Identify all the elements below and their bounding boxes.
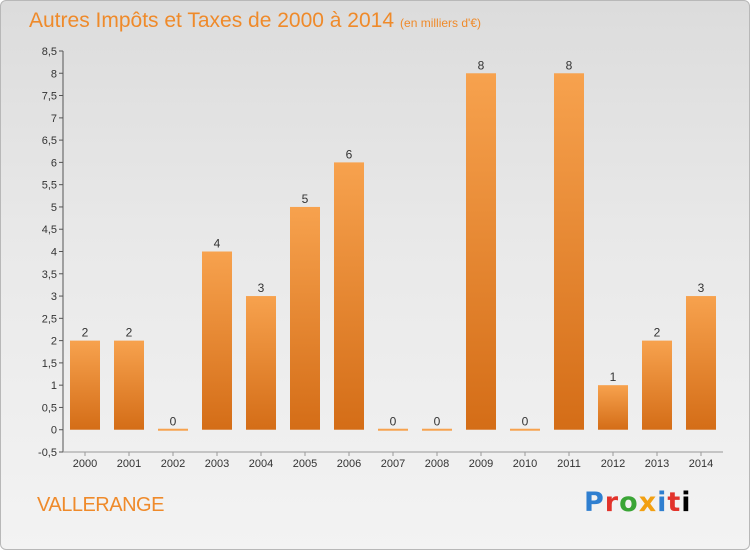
x-tick-label: 2006 [337, 458, 361, 470]
y-tick-label: 3,5 [42, 269, 57, 281]
y-tick-label: 8,5 [42, 46, 57, 58]
y-tick-label: 8 [51, 68, 57, 80]
proxiti-logo: Proxiti [584, 487, 692, 518]
x-tick-label: 2005 [293, 458, 317, 470]
x-tick-label: 2004 [249, 458, 273, 470]
bar-value-label: 0 [390, 415, 397, 429]
bar [378, 428, 408, 431]
bar [510, 428, 540, 431]
y-tick-label: 2 [51, 336, 57, 348]
bar [554, 73, 584, 430]
y-tick-label: 5,5 [42, 180, 57, 192]
x-tick-label: 2002 [161, 458, 185, 470]
y-tick-label: 7,5 [42, 91, 57, 103]
y-tick-label: 5 [51, 202, 57, 214]
y-tick-label: -0,5 [38, 447, 57, 459]
x-tick-label: 2014 [689, 458, 713, 470]
bar-value-label: 1 [610, 370, 617, 384]
bar-value-label: 3 [698, 281, 705, 295]
x-tick-label: 2013 [645, 458, 669, 470]
y-tick-label: 0 [51, 425, 57, 437]
chart-subtitle: (en milliers d'€) [400, 16, 482, 30]
bar-value-label: 5 [302, 192, 309, 206]
x-tick-label: 2007 [381, 458, 405, 470]
x-tick-label: 2000 [73, 458, 97, 470]
bar [202, 251, 232, 430]
x-tick-label: 2012 [601, 458, 625, 470]
y-tick-label: 7 [51, 113, 57, 125]
commune-name: VALLERANGE [37, 494, 164, 516]
x-tick-label: 2011 [557, 458, 581, 470]
bar-value-label: 2 [126, 326, 133, 340]
bar [422, 428, 452, 431]
x-tick-label: 2003 [205, 458, 229, 470]
y-tick-label: 6 [51, 157, 57, 169]
bar-value-label: 4 [214, 237, 221, 251]
bar-value-label: 0 [170, 415, 177, 429]
bar [158, 428, 188, 431]
bar-value-label: 2 [82, 326, 89, 340]
x-tick-label: 2008 [425, 458, 449, 470]
y-tick-label: 4,5 [42, 224, 57, 236]
x-tick-label: 2009 [469, 458, 493, 470]
chart-title-text: Autres Impôts et Taxes de 2000 à 2014 [29, 9, 395, 32]
y-tick-label: 1 [51, 380, 57, 392]
y-tick-label: 3 [51, 291, 57, 303]
bar-value-label: 6 [346, 147, 353, 161]
bar-value-label: 8 [478, 58, 485, 72]
x-tick-label: 2001 [117, 458, 141, 470]
bar-value-label: 8 [566, 58, 573, 72]
bar-value-label: 3 [258, 281, 265, 295]
bar [686, 296, 716, 430]
bar [246, 296, 276, 430]
y-tick-label: 0,5 [42, 402, 57, 414]
bar [334, 162, 364, 430]
bar [70, 340, 100, 430]
bar [598, 385, 628, 430]
bar-value-label: 0 [434, 415, 441, 429]
y-tick-label: 1,5 [42, 358, 57, 370]
y-tick-label: 6,5 [42, 135, 57, 147]
chart-title: Autres Impôts et Taxes de 2000 à 2014 (en… [29, 9, 481, 33]
bar-value-label: 0 [522, 415, 529, 429]
y-tick-label: 2,5 [42, 313, 57, 325]
bar [466, 73, 496, 430]
bar [642, 340, 672, 430]
x-tick-label: 2010 [513, 458, 537, 470]
bar [290, 206, 320, 430]
bar-value-label: 2 [654, 326, 661, 340]
bar [114, 340, 144, 430]
y-tick-label: 4 [51, 247, 57, 259]
